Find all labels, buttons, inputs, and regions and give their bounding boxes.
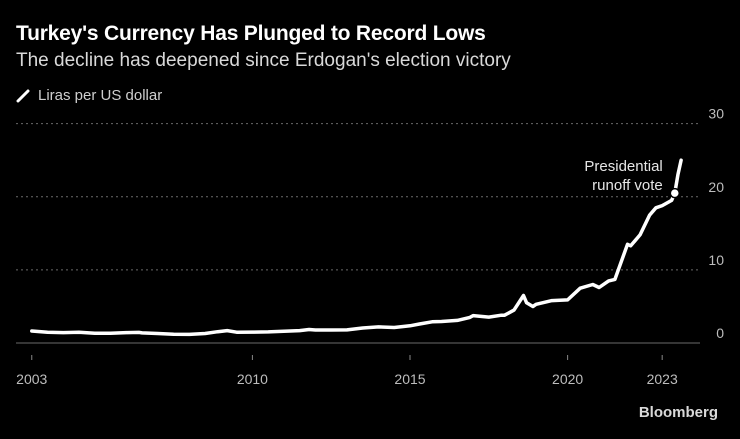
series-line-liras-per-usd: [30, 158, 683, 337]
legend: Liras per US dollar: [16, 87, 162, 104]
gridlines: [16, 123, 700, 344]
source-logo: Bloomberg: [638, 404, 718, 421]
runoff-vote-marker: [669, 187, 681, 199]
y-axis: 0 10 20 30: [708, 106, 724, 341]
x-tick-label: 2020: [552, 371, 583, 387]
y-tick-label: 0: [716, 325, 724, 341]
annotation-line-2: runoff vote: [592, 177, 663, 194]
x-tick-label: 2010: [237, 371, 268, 387]
y-tick-label: 20: [708, 179, 724, 195]
x-axis: 2003 2010 2015 2020 2023: [16, 355, 678, 387]
y-tick-label: 10: [708, 252, 724, 268]
x-tick-label: 2023: [647, 371, 678, 387]
chart-title: Turkey's Currency Has Plunged to Record …: [16, 22, 486, 45]
chart-subtitle: The decline has deepened since Erdogan's…: [16, 50, 511, 71]
x-tick-label: 2015: [394, 371, 425, 387]
y-tick-label: 30: [708, 106, 724, 122]
x-tick-label: 2003: [16, 371, 47, 387]
annotation-line-1: Presidential: [584, 158, 662, 175]
legend-line-swatch: [16, 89, 30, 102]
legend-label: Liras per US dollar: [38, 87, 163, 104]
